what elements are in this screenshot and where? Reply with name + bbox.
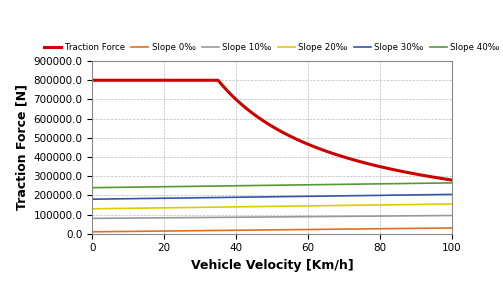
Line: Slope 10‰: Slope 10‰ [92, 216, 452, 218]
Slope 20‰ [336, 204, 342, 207]
Slope 40‰ [89, 186, 95, 189]
Slope 0‰ [89, 230, 95, 234]
Slope 30‰ [336, 194, 342, 198]
Slope 40‰ [247, 184, 254, 187]
Slope 20‰ [247, 205, 254, 208]
Slope 30‰ [234, 195, 240, 199]
Slope 40‰ [449, 181, 455, 185]
Slope 20‰ [89, 207, 95, 210]
Slope 10‰ [370, 214, 376, 218]
Slope 20‰ [370, 203, 376, 207]
Slope 10‰ [449, 214, 455, 217]
Slope 0‰ [449, 226, 455, 230]
Slope 40‰ [234, 184, 240, 187]
Slope 30‰ [126, 197, 132, 200]
Line: Slope 0‰: Slope 0‰ [92, 228, 452, 232]
Slope 0‰ [126, 230, 132, 233]
Slope 40‰ [336, 183, 342, 186]
Traction Force [376, 165, 382, 168]
Slope 30‰ [376, 194, 382, 197]
Slope 30‰ [89, 197, 95, 201]
Slope 20‰ [126, 207, 132, 210]
Slope 10‰ [126, 216, 132, 220]
Legend: Traction Force, Slope 0‰, Slope 10‰, Slope 20‰, Slope 30‰, Slope 40‰: Traction Force, Slope 0‰, Slope 10‰, Slo… [41, 40, 503, 55]
Slope 20‰ [449, 202, 455, 206]
Slope 0‰ [234, 228, 240, 232]
Slope 30‰ [449, 193, 455, 196]
Slope 10‰ [89, 217, 95, 220]
Slope 0‰ [336, 227, 342, 231]
Slope 0‰ [376, 227, 382, 230]
Slope 40‰ [376, 182, 382, 186]
Traction Force [247, 110, 254, 113]
Slope 40‰ [370, 182, 376, 186]
Slope 10‰ [234, 216, 240, 219]
Slope 10‰ [336, 215, 342, 218]
Slope 20‰ [376, 203, 382, 207]
Traction Force [449, 178, 455, 182]
Slope 40‰ [126, 185, 132, 189]
Slope 10‰ [247, 215, 254, 219]
Line: Slope 20‰: Slope 20‰ [92, 204, 452, 209]
Traction Force [234, 99, 240, 103]
Line: Traction Force: Traction Force [92, 80, 452, 180]
Traction Force [89, 79, 95, 82]
Slope 30‰ [370, 194, 376, 197]
Slope 0‰ [247, 228, 254, 232]
Traction Force [336, 154, 342, 157]
Slope 20‰ [234, 205, 240, 209]
Slope 0‰ [370, 227, 376, 230]
Line: Slope 30‰: Slope 30‰ [92, 194, 452, 199]
Slope 10‰ [376, 214, 382, 218]
Y-axis label: Traction Force [N]: Traction Force [N] [15, 84, 28, 210]
Line: Slope 40‰: Slope 40‰ [92, 183, 452, 188]
X-axis label: Vehicle Velocity [Km/h]: Vehicle Velocity [Km/h] [191, 259, 353, 272]
Slope 30‰ [247, 195, 254, 199]
Traction Force [370, 163, 376, 166]
Traction Force [126, 79, 132, 82]
